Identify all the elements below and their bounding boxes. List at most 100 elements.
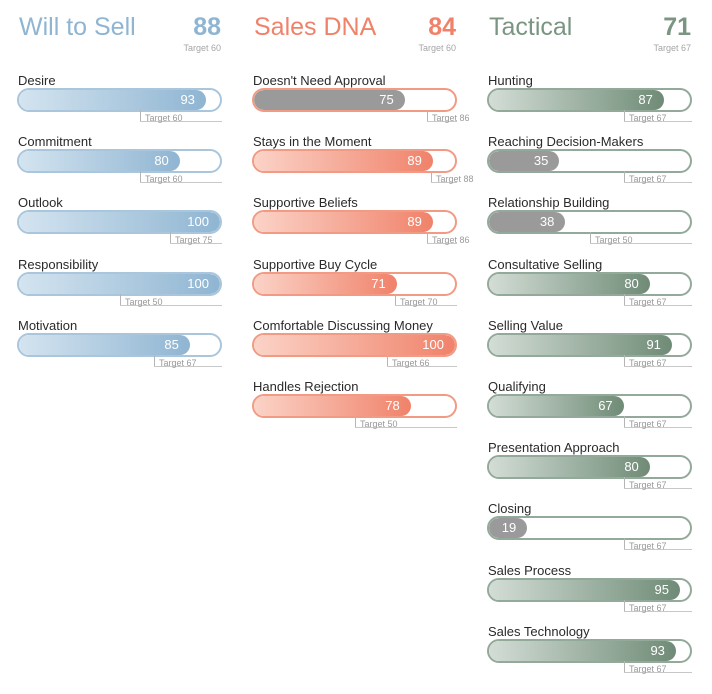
metric-label: Outlook [18,195,63,210]
target-label: Target 67 [629,113,667,123]
metric-label: Supportive Buy Cycle [253,257,378,272]
bar-track: 80 [487,455,692,479]
bar-fill [254,274,397,294]
metric-row: Outlook 100 Target 75 [17,195,222,253]
metric-row: Stays in the Moment 89 Target 88 [252,134,474,192]
metric-row: Supportive Beliefs 89 Target 86 [252,195,470,253]
target-tick [120,294,121,306]
target-label: Target 50 [360,419,398,429]
target-tick [624,294,625,306]
metric-row: Relationship Building 38 Target 50 [487,195,692,253]
column-target-label: Target 67 [653,43,691,53]
bar-fill [489,457,650,477]
metric-row: Handles Rejection 78 Target 50 [252,379,457,437]
bar-value: 93 [180,92,195,107]
metric-row: Responsibility 100 Target 50 [17,257,222,315]
bar-value: 93 [650,643,665,658]
target-label: Target 50 [125,297,163,307]
column-target-label: Target 60 [183,43,221,53]
metric-row: Sales Technology 93 Target 67 [487,624,692,682]
bar-value: 87 [638,92,653,107]
bar-fill [489,641,676,661]
target-line [590,243,692,244]
bar-track: 67 [487,394,692,418]
bar-value: 80 [154,153,169,168]
bar-fill [19,90,206,110]
bar-track: 78 [252,394,457,418]
bar-value: 80 [624,459,639,474]
column-score: 84 [428,13,456,41]
target-tick [624,661,625,673]
bar-value: 75 [379,92,394,107]
bar-value: 89 [407,214,422,229]
metric-row: Selling Value 91 Target 67 [487,318,692,376]
bar-value: 71 [371,276,386,291]
metric-label: Supportive Beliefs [253,195,358,210]
metric-row: Desire 93 Target 60 [17,73,222,131]
bar-track: 100 [252,333,457,357]
target-line [624,366,692,367]
target-tick [590,232,591,244]
target-tick [624,110,625,122]
bar-track: 89 [252,149,457,173]
metric-label: Presentation Approach [488,440,620,455]
bar-track: 89 [252,210,457,234]
bar-track: 38 [487,210,692,234]
bar-value: 80 [624,276,639,291]
target-tick [624,416,625,428]
bar-value: 89 [407,153,422,168]
target-label: Target 66 [392,358,430,368]
target-tick [140,171,141,183]
target-line [120,305,222,306]
metric-row: Hunting 87 Target 67 [487,73,692,131]
target-line [624,488,692,489]
target-tick [427,232,428,244]
bar-fill [254,212,433,232]
metric-label: Handles Rejection [253,379,359,394]
target-tick [624,538,625,550]
bar-value: 91 [646,337,661,352]
target-tick [624,600,625,612]
target-line [154,366,222,367]
bar-track: 93 [487,639,692,663]
target-line [427,121,457,122]
target-label: Target 75 [175,235,213,245]
metric-label: Reaching Decision-Makers [488,134,644,149]
metric-label: Closing [488,501,532,516]
metric-label: Desire [18,73,56,88]
metric-row: Qualifying 67 Target 67 [487,379,692,437]
bar-track: 80 [487,272,692,296]
bar-fill [489,396,624,416]
target-line [427,243,457,244]
target-line [624,549,692,550]
target-label: Target 60 [145,113,183,123]
target-label: Target 67 [629,541,667,551]
target-line [624,182,692,183]
metric-label: Commitment [18,134,92,149]
bar-track: 19 [487,516,692,540]
column-score: 88 [193,13,221,41]
target-label: Target 86 [432,235,470,245]
bar-track: 85 [17,333,222,357]
bar-track: 93 [17,88,222,112]
target-label: Target 50 [595,235,633,245]
target-line [431,182,457,183]
target-line [140,182,222,183]
bar-track: 100 [17,210,222,234]
metric-row: Consultative Selling 80 Target 67 [487,257,692,315]
column-title: Sales DNA [254,13,377,41]
target-label: Target 67 [629,664,667,674]
column-target-label: Target 60 [418,43,456,53]
target-label: Target 88 [436,174,474,184]
target-label: Target 67 [629,297,667,307]
target-tick [387,355,388,367]
target-tick [140,110,141,122]
metric-label: Sales Technology [488,624,590,639]
bar-value: 100 [187,214,209,229]
target-line [624,427,692,428]
target-tick [395,294,396,306]
bar-fill [489,335,672,355]
bar-fill [489,212,566,232]
metric-label: Hunting [488,73,533,88]
chart-column-2: Tactical 71 Target 67 Hunting 87 Target 67 Rea… [487,0,692,694]
